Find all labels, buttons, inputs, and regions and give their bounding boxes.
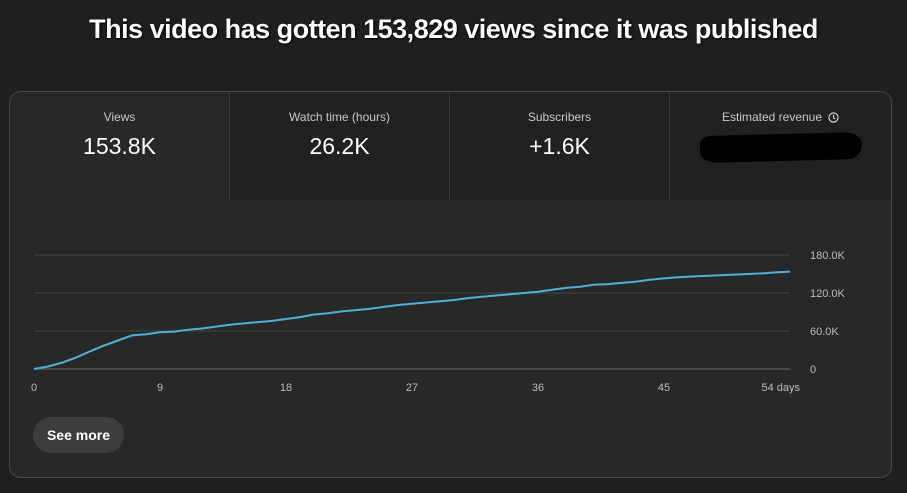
views-series-line (33, 270, 791, 370)
metric-label-estimated-revenue: Estimated revenue (721, 110, 823, 124)
metric-tab-watch-time[interactable]: Watch time (hours) 26.2K (229, 92, 449, 200)
metric-tab-estimated-revenue[interactable]: Estimated revenue (669, 92, 891, 200)
analytics-card: Views 153.8K Watch time (hours) 26.2K Su… (9, 91, 892, 478)
metric-label-views: Views (103, 110, 136, 124)
metric-label-watch-time: Watch time (hours) (289, 110, 390, 124)
views-line-chart: 0 60.0K 120.0K 180.0K 0 9 18 27 36 45 54 days (31, 250, 846, 394)
clock-icon (828, 111, 839, 123)
metric-tab-subscribers[interactable]: Subscribers +1.6K (449, 92, 669, 200)
metric-label-subscribers: Subscribers (527, 110, 592, 124)
see-more-button[interactable]: See more (33, 417, 124, 453)
y-tick-label: 0 (810, 364, 816, 376)
x-tick-label: 27 (406, 382, 418, 394)
x-tick-label: 0 (31, 382, 37, 394)
metric-value-views: 153.8K (83, 133, 156, 159)
metric-tab-views[interactable]: Views 153.8K (10, 92, 229, 200)
x-tick-label: 54 days (761, 382, 800, 394)
y-tick-label: 180.0K (810, 250, 846, 262)
redacted-revenue-value (699, 131, 862, 164)
x-tick-label: 36 (532, 382, 544, 394)
metrics-tabs: Views 153.8K Watch time (hours) 26.2K Su… (10, 92, 891, 200)
x-tick-label: 9 (157, 382, 163, 394)
page-headline: This video has gotten 153,829 views sinc… (89, 14, 818, 44)
metric-value-watch-time: 26.2K (309, 133, 370, 159)
x-tick-label: 18 (280, 382, 292, 394)
x-tick-label: 45 (658, 382, 670, 394)
y-tick-label: 120.0K (810, 288, 846, 300)
metric-value-subscribers: +1.6K (529, 133, 590, 159)
y-tick-label: 60.0K (810, 326, 839, 338)
